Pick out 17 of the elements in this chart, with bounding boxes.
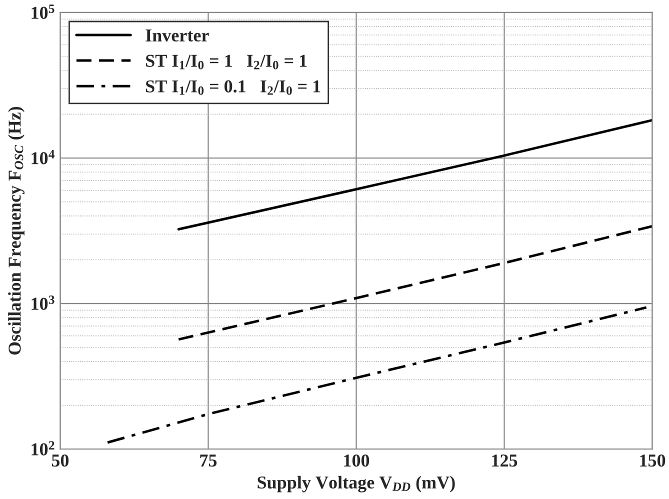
y-tick-label: 10$^{3}$ (32, 296, 54, 310)
text: ST I$_{1}$/I$_{0}$ = 0.1 I$_{2}$/I$_{0}$ = 1 (146, 80, 320, 95)
text: ST I$_{1}$/I$_{0}$ = 1 I$_{2}$/I$_{0}$ = 1 (146, 54, 307, 70)
line-series (177, 224, 652, 341)
legend-label: Inverter (146, 30, 209, 42)
y-tick-label: 10$^{2}$ (32, 441, 54, 456)
line-series (106, 306, 648, 444)
x-tick-label: 50 (52, 454, 69, 467)
y-tick-label: 10$^{5}$ (32, 4, 54, 19)
x-tick-label: 75 (200, 454, 217, 467)
y-axis-title: Oscillation Frequency F$_{OSC}$ (Hz) (8, 106, 25, 355)
x-axis-title: Supply Voltage V$_{DD}$ (mV) (258, 476, 455, 492)
x-tick-label: 150 (640, 454, 666, 467)
line-series (177, 118, 652, 231)
x-tick-label: 100 (344, 454, 370, 467)
x-tick-label: 125 (492, 454, 518, 467)
y-tick-label: 10$^{4}$ (32, 150, 55, 164)
